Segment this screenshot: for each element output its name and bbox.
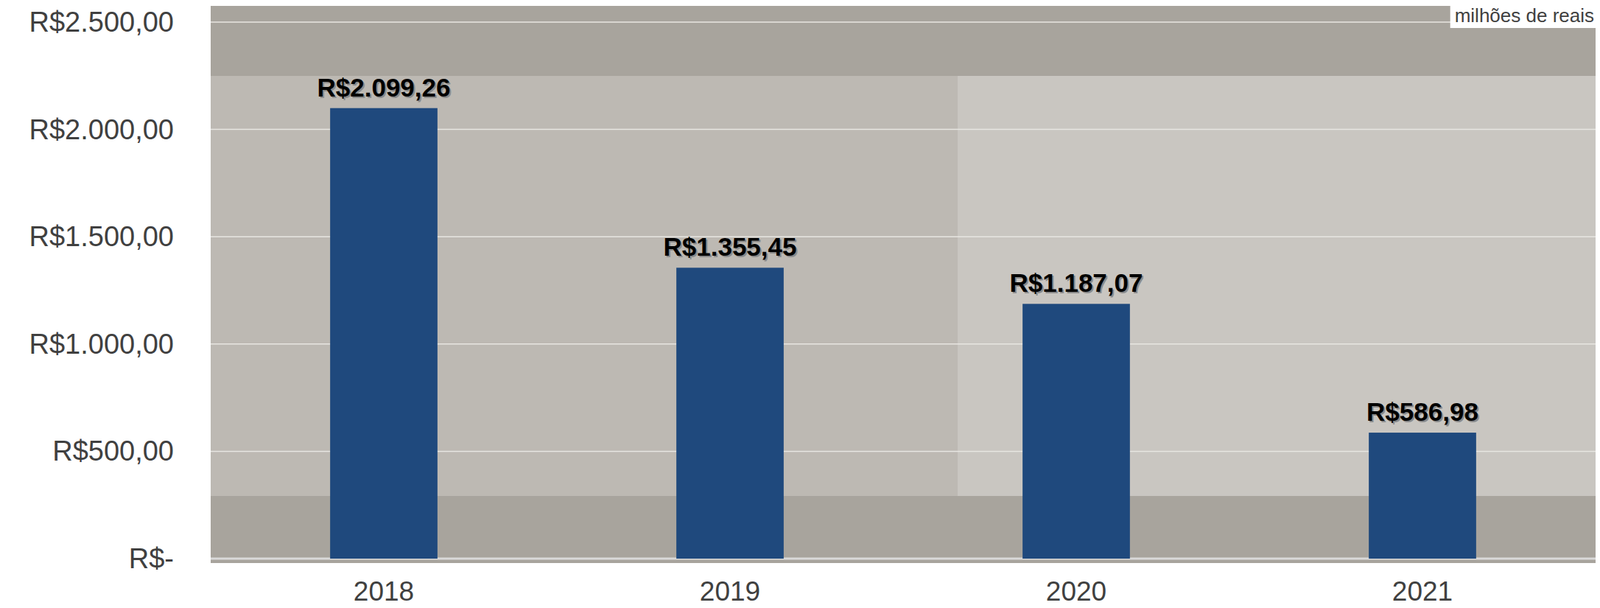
x-tick-label: 2018 [353, 576, 414, 607]
bar [1368, 432, 1477, 559]
y-tick-label: R$2.000,00 [29, 114, 175, 146]
y-tick-label: R$1.000,00 [29, 328, 175, 360]
data-label: R$1.187,07 [1009, 268, 1144, 297]
x-tick-label: 2019 [699, 576, 761, 607]
bar [330, 108, 438, 559]
y-tick-label: R$- [128, 542, 174, 574]
data-label: R$2.099,26 [317, 72, 451, 102]
grid-line [210, 21, 1596, 23]
x-tick-label: 2021 [1392, 576, 1453, 607]
subtitle: milhões de reais [1454, 4, 1595, 27]
plot-background [210, 5, 1596, 563]
bars [330, 108, 1477, 559]
y-tick-label: R$500,00 [52, 435, 174, 467]
data-label: R$586,98 [1366, 397, 1479, 426]
chart-container: R$- R$500,00 R$1.000,00 R$1.500,00 R$2.000,0… [0, 0, 1600, 608]
subtitle-background [1450, 2, 1598, 28]
y-tick-label: R$1.500,00 [29, 220, 175, 252]
bar [676, 267, 784, 559]
chart-svg: R$- R$500,00 R$1.000,00 R$1.500,00 R$2.000,0… [0, 0, 1600, 608]
x-tick-label: 2020 [1046, 576, 1107, 607]
bar [1022, 303, 1131, 559]
y-tick-label: R$2.500,00 [29, 6, 175, 38]
data-label: R$1.355,45 [663, 232, 798, 261]
